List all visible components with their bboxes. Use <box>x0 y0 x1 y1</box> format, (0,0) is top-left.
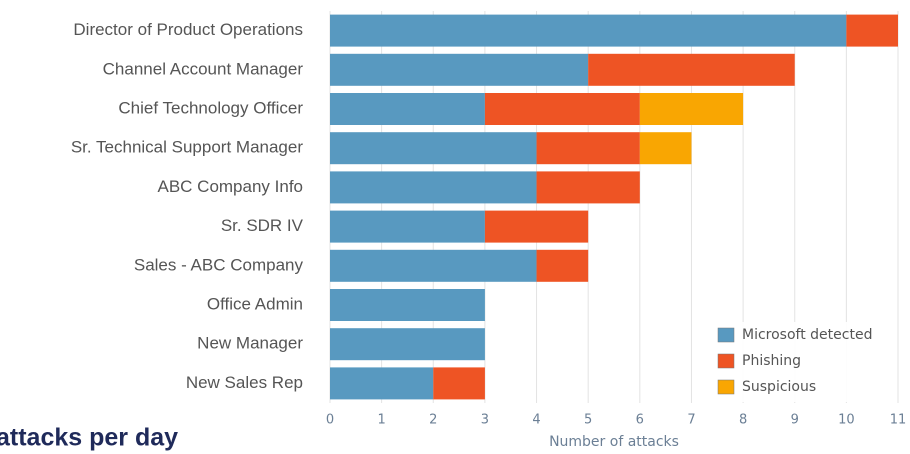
bar-segment <box>330 210 485 243</box>
x-tick-label: 2 <box>429 413 437 428</box>
bar-segment <box>639 93 744 125</box>
y-tick-label: Sr. SDR IV <box>221 216 304 235</box>
bar-segment <box>330 171 537 204</box>
y-tick-label: Chief Technology Officer <box>118 98 303 117</box>
y-tick-label: New Manager <box>197 334 303 353</box>
x-tick-label: 3 <box>481 413 489 428</box>
bar-segment <box>330 328 485 361</box>
x-axis-label: Number of attacks <box>549 434 679 450</box>
y-tick-label: Sales - ABC Company <box>134 255 304 274</box>
x-tick-label: 7 <box>687 413 695 428</box>
bar-segment <box>536 171 640 204</box>
x-tick-label: 6 <box>636 413 644 428</box>
bar-segment <box>330 14 847 47</box>
bar-segment <box>330 367 434 400</box>
legend-swatch <box>717 327 735 343</box>
x-tick-label: 4 <box>532 413 540 428</box>
x-tick-label: 5 <box>584 413 592 428</box>
y-tick-label: Sr. Technical Support Manager <box>71 138 303 157</box>
legend-label: Phishing <box>742 353 801 369</box>
legend-swatch <box>717 379 735 395</box>
heading: attacks per day <box>0 424 178 452</box>
bar-segment <box>330 249 537 282</box>
y-tick-label: Director of Product Operations <box>73 20 303 39</box>
bar-segment <box>588 53 795 86</box>
bar-segment <box>330 132 537 165</box>
legend-label: Microsoft detected <box>742 327 872 343</box>
bar-segment <box>846 14 898 47</box>
bar-segment <box>330 289 485 321</box>
x-tick-label: 11 <box>890 413 907 428</box>
bar-segment <box>330 53 589 86</box>
bar-segment <box>536 132 640 165</box>
x-tick-label: 9 <box>791 413 799 428</box>
x-tick-label: 1 <box>377 413 385 428</box>
y-tick-label: New Sales Rep <box>186 373 303 392</box>
y-tick-label: Office Admin <box>207 294 303 313</box>
bar-segment <box>484 93 640 125</box>
bar-segment <box>484 210 589 243</box>
legend-swatch <box>717 353 735 369</box>
y-tick-label: ABC Company Info <box>157 177 303 196</box>
legend-box <box>712 322 892 402</box>
x-tick-label: 10 <box>838 413 855 428</box>
bar-segment <box>536 249 589 282</box>
y-tick-label: Channel Account Manager <box>103 59 304 78</box>
x-tick-label: 8 <box>739 413 747 428</box>
bar-segment <box>330 93 485 125</box>
bar-segment <box>639 132 692 165</box>
x-tick-label: 0 <box>326 413 334 428</box>
legend-label: Suspicious <box>742 379 816 395</box>
bar-segment <box>433 367 485 400</box>
